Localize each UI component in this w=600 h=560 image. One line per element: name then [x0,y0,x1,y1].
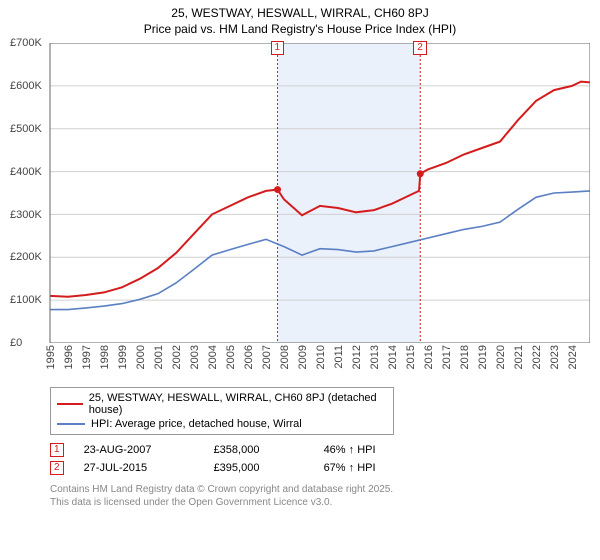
sale-marker-1: 1 [271,41,285,55]
x-tick: 2016 [423,345,435,369]
y-tick: £400K [10,166,42,178]
x-tick: 2022 [531,345,543,369]
x-axis-labels: 1995199619971998199920002001200220032004… [50,345,590,381]
x-tick: 1995 [45,345,57,369]
footer-line2: This data is licensed under the Open Gov… [50,496,590,509]
x-tick: 2020 [495,345,507,369]
x-tick: 2015 [405,345,417,369]
x-tick: 2018 [459,345,471,369]
footer-line1: Contains HM Land Registry data © Crown c… [50,483,590,496]
x-tick: 2017 [441,345,453,369]
sale-row: 1 23-AUG-2007 £358,000 46% ↑ HPI [50,441,590,459]
x-tick: 2002 [171,345,183,369]
footer: Contains HM Land Registry data © Crown c… [50,483,590,509]
x-tick: 2001 [153,345,165,369]
x-tick: 2023 [549,345,561,369]
x-tick: 1998 [99,345,111,369]
y-tick: £600K [10,80,42,92]
x-tick: 1996 [63,345,75,369]
legend-row: HPI: Average price, detached house, Wirr… [57,417,387,431]
sale-row: 2 27-JUL-2015 £395,000 67% ↑ HPI [50,459,590,477]
legend: 25, WESTWAY, HESWALL, WIRRAL, CH60 8PJ (… [50,387,394,435]
x-tick: 2024 [567,345,579,369]
x-tick: 2014 [387,345,399,369]
x-tick: 2019 [477,345,489,369]
x-tick: 2008 [279,345,291,369]
x-tick: 2000 [135,345,147,369]
y-tick: £700K [10,37,42,49]
y-tick: £100K [10,294,42,306]
y-tick: £500K [10,123,42,135]
y-tick: £300K [10,209,42,221]
x-tick: 2010 [315,345,327,369]
sales-list: 1 23-AUG-2007 £358,000 46% ↑ HPI 2 27-JU… [50,441,590,477]
x-tick: 2009 [297,345,309,369]
title-address: 25, WESTWAY, HESWALL, WIRRAL, CH60 8PJ [10,6,590,22]
x-tick: 2003 [189,345,201,369]
chart-plot: £0£100K£200K£300K£400K£500K£600K£700K12 [10,43,590,343]
title-sub: Price paid vs. HM Land Registry's House … [10,22,590,38]
sale-marker-2: 2 [413,41,427,55]
x-tick: 2013 [369,345,381,369]
x-tick: 2007 [261,345,273,369]
x-tick: 2006 [243,345,255,369]
x-tick: 2004 [207,345,219,369]
y-tick: £200K [10,251,42,263]
x-tick: 2005 [225,345,237,369]
x-tick: 2021 [513,345,525,369]
legend-row: 25, WESTWAY, HESWALL, WIRRAL, CH60 8PJ (… [57,391,387,417]
x-tick: 2011 [333,345,345,369]
x-tick: 1999 [117,345,129,369]
x-tick: 2012 [351,345,363,369]
x-tick: 1997 [81,345,93,369]
chart-titles: 25, WESTWAY, HESWALL, WIRRAL, CH60 8PJ P… [10,6,590,37]
y-tick: £0 [10,337,22,349]
